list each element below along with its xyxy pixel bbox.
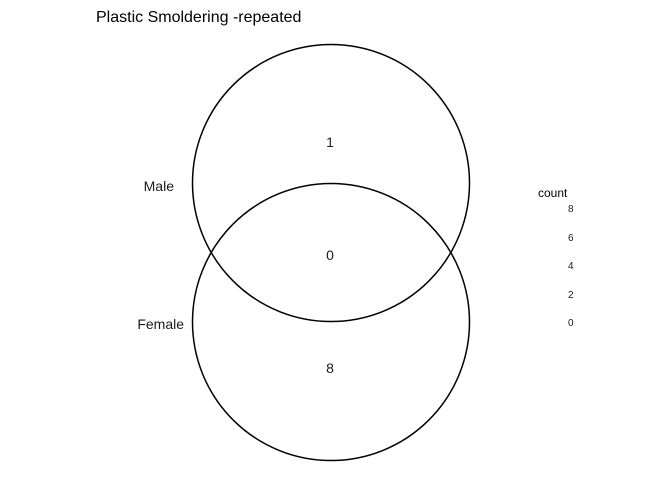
region-count-female-only: 8 bbox=[326, 360, 334, 376]
legend-title: count bbox=[538, 186, 568, 200]
count-legend: count 8 6 4 2 0 bbox=[538, 186, 574, 329]
legend-tick: 8 bbox=[568, 204, 574, 215]
legend-tick: 4 bbox=[568, 261, 574, 272]
set-circle-female bbox=[191, 182, 471, 462]
region-count-male-only: 1 bbox=[326, 134, 334, 150]
region-count-both: 0 bbox=[326, 247, 334, 263]
set-label-male: Male bbox=[144, 178, 175, 194]
chart-title: Plastic Smoldering -repeated bbox=[96, 9, 301, 26]
set-label-female: Female bbox=[137, 316, 184, 332]
set-circle-male bbox=[191, 43, 471, 323]
legend-tick: 0 bbox=[568, 318, 574, 329]
legend-tick: 6 bbox=[568, 233, 574, 244]
legend-tick: 2 bbox=[568, 290, 574, 301]
